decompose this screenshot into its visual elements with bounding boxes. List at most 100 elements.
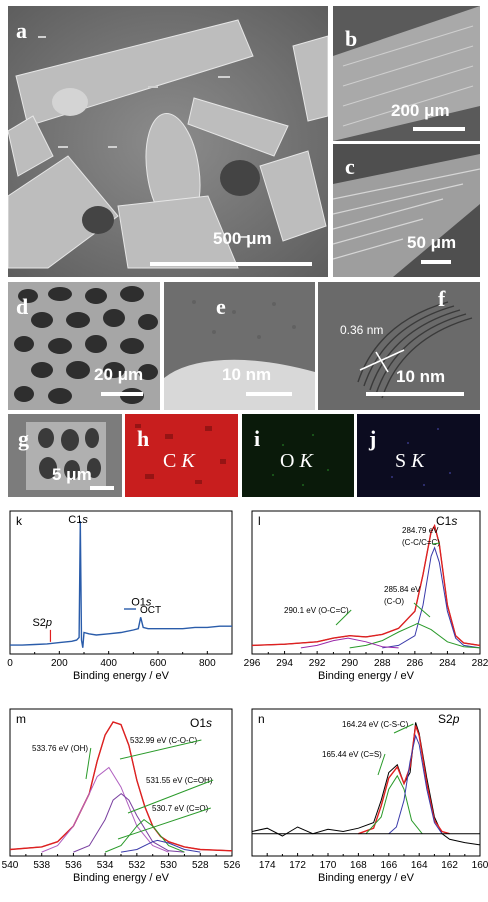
chart-k-tick-label: 600	[150, 658, 167, 669]
chart-m-panel-label: m	[16, 712, 26, 726]
chart-n-tick-label: 162	[441, 860, 458, 871]
panel-g-texture	[8, 414, 122, 497]
panel-h-carbon-map: h C K	[125, 414, 238, 497]
chart-n-panel-label: n	[258, 712, 265, 726]
chart-n-annotation-arrow	[377, 753, 386, 776]
panel-f-texture	[318, 282, 480, 410]
chart-m-tick-label: 534	[97, 860, 114, 871]
panel-g-micrograph: g 5 μm	[8, 414, 122, 497]
chart-l-c1s: 296 294 292 290 288 286 284 282 Binding energy /…	[244, 505, 488, 700]
chart-m-series-c-o-c	[73, 792, 185, 853]
chart-m-tick-label: 526	[224, 860, 240, 871]
panel-e-scale-text: 10 nm	[222, 365, 272, 384]
panel-b-scale-text: 200 μm	[391, 101, 450, 120]
panel-g-scale-text: 5 μm	[52, 465, 92, 484]
chart-l-series-fit	[251, 523, 481, 647]
panel-a-micrograph: a 500 μm	[8, 6, 328, 277]
chart-k-frame	[9, 510, 233, 655]
chart-n-series-c-s	[365, 774, 423, 835]
panel-a-label: a	[16, 18, 27, 43]
panel-a-texture	[8, 6, 328, 277]
panel-i-element-label: O K	[280, 450, 313, 472]
panel-c-label: c	[345, 154, 355, 179]
chart-l-annotation-sub: (C-O)	[384, 597, 404, 606]
panel-d-micrograph: d 20 μm	[8, 282, 160, 410]
chart-n-xlabel: Binding energy / eV	[318, 872, 415, 884]
chart-k-xlabel: Binding energy / eV	[73, 670, 170, 682]
chart-m-series-oh	[41, 766, 169, 853]
panel-i-oxygen-map: i O K	[242, 414, 354, 497]
panel-e-scale-bar	[246, 392, 292, 396]
chart-m-tick-label: 540	[2, 860, 19, 871]
panel-f-label: f	[438, 286, 446, 311]
panel-b-label: b	[345, 26, 358, 51]
panel-c-scale-bar	[421, 260, 451, 264]
panel-i-texture	[242, 414, 354, 497]
panel-d-scale-bar	[101, 392, 143, 396]
panel-b-texture	[333, 6, 480, 141]
chart-m-tick-label: 538	[33, 860, 50, 871]
panel-d-texture	[8, 282, 160, 410]
chart-m-tick-label: 532	[129, 860, 146, 871]
chart-n-annotation-arrow	[393, 723, 414, 734]
chart-m-annotation-arrow	[117, 807, 211, 840]
chart-l-annotation-sub: (C-C/C=C)	[402, 538, 440, 547]
chart-n-title: S2p	[438, 712, 460, 726]
chart-l-tick-label: 286	[407, 658, 424, 669]
chart-n-s2p: 174 172 170 168 166 164 162 160 Binding energy /…	[244, 703, 488, 902]
chart-k-series-oct	[10, 521, 232, 648]
panel-f-annotation: 0.36 nm	[340, 323, 384, 337]
panel-j-element-label: S K	[395, 450, 425, 472]
chart-n-annotation: 164.24 eV (C-S-C)	[342, 720, 409, 729]
chart-m-tick-label: 536	[65, 860, 82, 871]
panel-g-scale-bar	[90, 486, 114, 490]
chart-m-annotation-arrow	[119, 739, 202, 760]
chart-m-annotation-arrow	[85, 747, 92, 780]
chart-m-annotation: 530.7 eV (C=O)	[152, 804, 209, 813]
chart-l-title: C1s	[436, 514, 457, 528]
chart-l-series-o-c-c	[300, 637, 399, 649]
panel-f-scale-bar	[366, 392, 464, 396]
chart-l-annotation: 284.79 eV	[402, 526, 439, 535]
chart-l-frame	[251, 510, 481, 655]
panel-d-label: d	[16, 294, 29, 319]
chart-n-frame	[251, 708, 481, 857]
chart-n-tick-label: 160	[472, 860, 488, 871]
panel-c-scale-text: 50 μm	[407, 233, 457, 252]
chart-k-s2p-label: S2p	[32, 617, 52, 629]
chart-n-tick-label: 172	[289, 860, 306, 871]
chart-m-series-c-o	[120, 839, 201, 853]
chart-l-annotation: 285.84 eV	[384, 585, 421, 594]
chart-l-xlabel: Binding energy / eV	[318, 670, 415, 682]
chart-k-o1s-label: O1s	[131, 596, 152, 608]
panel-f-scale-text: 10 nm	[396, 367, 446, 386]
chart-l-series-data	[251, 524, 481, 646]
chart-m-o1s: 540 538 536 534 532 530 528 526 Binding energy /…	[0, 703, 240, 902]
chart-k-tick-label: 0	[7, 658, 13, 669]
panel-b-scale-bar	[413, 127, 465, 131]
chart-l-annotation: 290.1 eV (O-C=C)	[284, 606, 349, 615]
chart-l-annotation-arrow	[431, 542, 441, 545]
panel-f-micrograph: f 0.36 nm 10 nm	[318, 282, 480, 410]
chart-l-tick-label: 296	[244, 658, 261, 669]
panel-e-texture	[164, 282, 315, 410]
panel-h-texture	[125, 414, 238, 497]
panel-e-label: e	[216, 294, 226, 319]
panel-a-scale-text: 500 μm	[213, 229, 272, 248]
chart-k-legend-label: OCT	[140, 605, 161, 616]
chart-l-tick-label: 284	[439, 658, 456, 669]
panel-a-scale-bar	[150, 262, 312, 266]
chart-l-panel-label: l	[258, 514, 261, 528]
chart-m-title: O1s	[190, 716, 212, 730]
chart-m-series-c-oh	[104, 818, 185, 853]
chart-l-tick-label: 294	[276, 658, 293, 669]
chart-n-series-data	[251, 722, 481, 846]
chart-l-annotation-arrow	[335, 609, 352, 626]
chart-m-annotation: 532.99 eV (C-O-C)	[130, 736, 197, 745]
chart-n-tick-label: 170	[320, 860, 337, 871]
chart-l-tick-label: 292	[309, 658, 326, 669]
chart-n-annotation: 165.44 eV (C=S)	[322, 750, 382, 759]
panel-c-micrograph: c 50 μm	[333, 144, 480, 277]
panel-h-element-label: C K	[163, 450, 195, 472]
panel-j-texture	[357, 414, 480, 497]
